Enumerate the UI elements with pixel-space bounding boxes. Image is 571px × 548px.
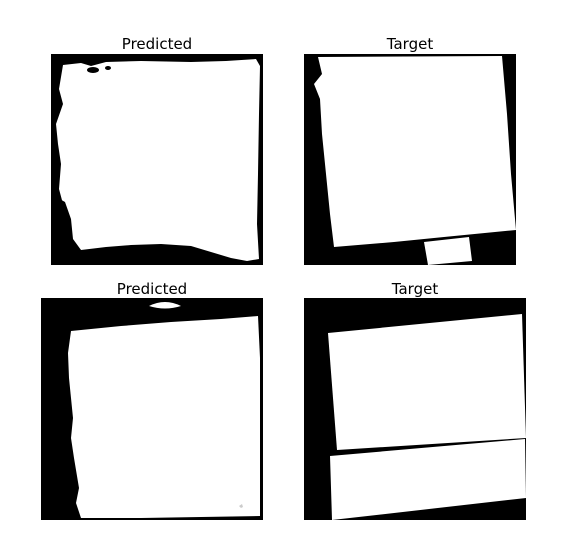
panel-title-target-bottom: Target: [391, 280, 439, 298]
panel-title-predicted-bottom: Predicted: [116, 280, 188, 298]
target-mask-bottom: [304, 298, 526, 520]
panel-title-target-top: Target: [386, 35, 434, 53]
predicted-mask-top-image: [51, 59, 260, 265]
panel-title-predicted-top: Predicted: [121, 35, 193, 53]
target-mask-bottom-image: [328, 314, 526, 520]
target-mask-top-image: [314, 56, 516, 265]
predicted-mask-bottom: [41, 298, 263, 520]
predicted-mask-top: [51, 54, 263, 265]
predicted-mask-bottom-image: [68, 302, 260, 518]
target-mask-top: [304, 54, 516, 265]
